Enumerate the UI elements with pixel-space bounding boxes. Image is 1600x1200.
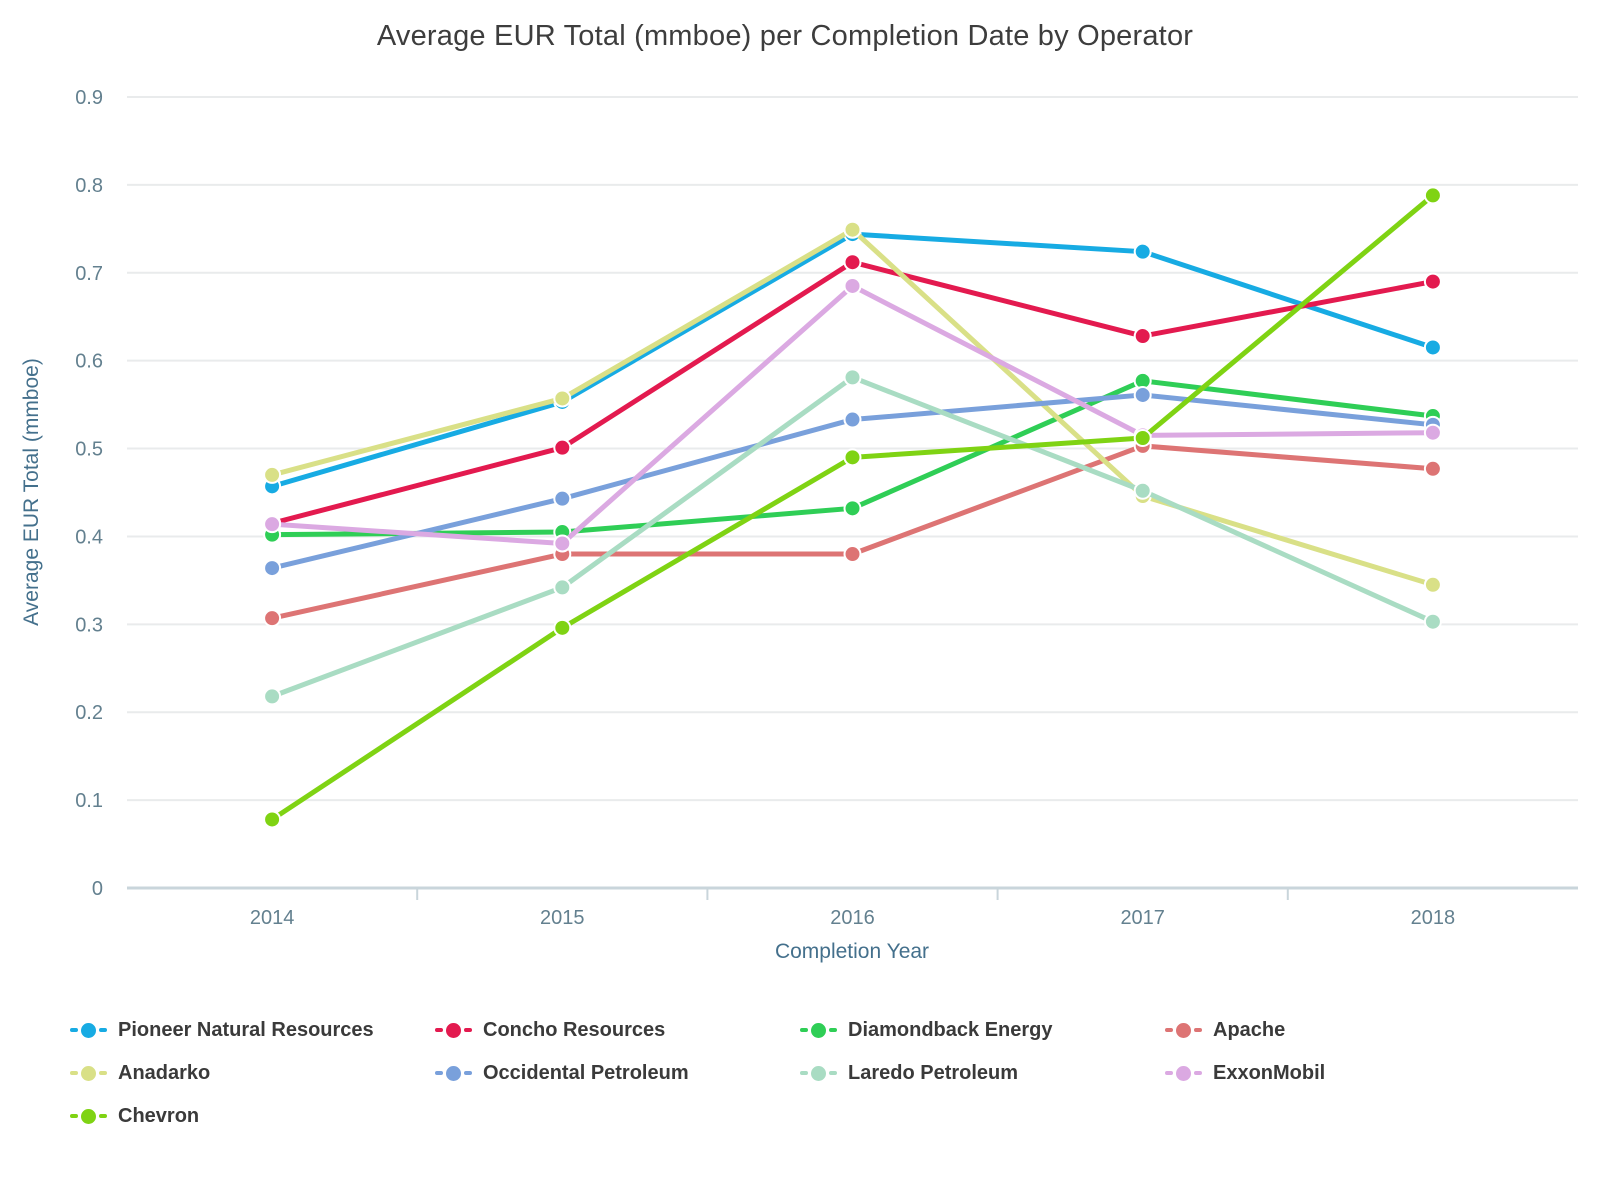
legend-label: ExxonMobil [1213,1061,1326,1084]
plot-area: 0 0.1 0.2 0.3 0.4 0.5 0.6 0.7 0.8 0.9 2014 2015 2016… [20,87,1578,963]
data-point-concho-resources-2016 [843,253,862,272]
legend-label: Laredo Petroleum [848,1061,1019,1084]
chart-title: Average EUR Total (mmboe) per Completion… [376,20,1194,52]
x-tick-label: 2017 [1120,907,1165,929]
data-point-exxonmobil-2016 [843,276,862,295]
label-layer: 0 0.1 0.2 0.3 0.4 0.5 0.6 0.7 0.8 0.9 2014 2015 2016… [75,87,1455,929]
y-tick-label: 0.3 [75,614,103,636]
data-point-occidental-petroleum-2015 [553,489,572,508]
legend-label: Diamondback Energy [848,1018,1053,1041]
data-point-exxonmobil-2014 [263,515,282,534]
legend-item-occidental-petroleum[interactable]: Occidental Petroleum [435,1060,800,1086]
data-point-chevron-2014 [263,810,282,829]
y-tick-label: 0.1 [75,790,103,812]
legend-item-laredo-petroleum[interactable]: Laredo Petroleum [800,1060,1165,1086]
legend-marker-icon [800,1022,837,1038]
y-axis-title: Average EUR Total (mmboe) [20,358,43,626]
legend-item-concho-resources[interactable]: Concho Resources [435,1017,800,1043]
legend-marker-icon [800,1065,837,1081]
grid-layer [127,96,1578,900]
data-point-occidental-petroleum-2016 [843,410,862,429]
data-point-apache-2014 [263,609,282,628]
y-tick-label: 0.6 [75,351,103,373]
y-tick-label: 0.2 [75,702,103,724]
chart-legend: Pioneer Natural Resources Concho Resource… [70,1017,1530,1129]
x-tick-label: 2014 [250,907,295,929]
legend-marker-icon [1165,1065,1202,1081]
data-point-pioneer-natural-resources-2018 [1423,338,1442,357]
y-tick-label: 0.9 [75,87,103,109]
y-tick-label: 0 [92,878,103,900]
legend-marker-icon [1165,1022,1202,1038]
data-point-laredo-petroleum-2017 [1133,481,1152,500]
legend-label: Concho Resources [483,1018,666,1041]
legend-marker-icon [70,1065,107,1081]
legend-marker-icon [435,1022,472,1038]
legend-label: Pioneer Natural Resources [118,1018,374,1041]
data-point-chevron-2016 [843,448,862,467]
data-point-apache-2016 [843,545,862,564]
data-point-occidental-petroleum-2017 [1133,385,1152,404]
legend-marker-icon [70,1022,107,1038]
data-point-laredo-petroleum-2014 [263,687,282,706]
legend-item-exxonmobil[interactable]: ExxonMobil [1165,1060,1530,1086]
data-point-occidental-petroleum-2014 [263,559,282,578]
x-axis-title: Completion Year [775,940,929,963]
legend-label: Anadarko [118,1061,211,1084]
data-point-anadarko-2016 [843,220,862,239]
data-point-laredo-petroleum-2018 [1423,612,1442,631]
legend-item-pioneer-natural-resources[interactable]: Pioneer Natural Resources [70,1017,435,1043]
data-point-chevron-2015 [553,618,572,637]
series-layer [263,186,1442,829]
legend-item-apache[interactable]: Apache [1165,1017,1530,1043]
x-tick-label: 2018 [1411,907,1456,929]
legend-item-anadarko[interactable]: Anadarko [70,1060,435,1086]
y-tick-label: 0.8 [75,175,103,197]
data-point-exxonmobil-2018 [1423,423,1442,442]
data-point-chevron-2018 [1423,186,1442,205]
x-tick-label: 2016 [830,907,875,929]
data-point-anadarko-2014 [263,465,282,484]
legend-label: Apache [1213,1018,1286,1041]
y-tick-label: 0.5 [75,439,103,461]
data-point-laredo-petroleum-2015 [553,578,572,597]
data-point-concho-resources-2018 [1423,272,1442,291]
legend-item-chevron[interactable]: Chevron [70,1103,435,1129]
legend-label: Occidental Petroleum [483,1061,689,1084]
data-point-apache-2018 [1423,459,1442,478]
data-point-exxonmobil-2015 [553,534,572,553]
data-point-pioneer-natural-resources-2017 [1133,242,1152,261]
data-point-anadarko-2018 [1423,575,1442,594]
legend-marker-icon [435,1065,472,1081]
x-tick-label: 2015 [540,907,585,929]
data-point-diamondback-energy-2016 [843,499,862,518]
data-point-anadarko-2015 [553,389,572,408]
y-tick-label: 0.4 [75,526,103,548]
legend-label: Chevron [118,1104,200,1127]
y-tick-label: 0.7 [75,263,103,285]
data-point-concho-resources-2015 [553,438,572,457]
data-point-concho-resources-2017 [1133,327,1152,346]
data-point-chevron-2017 [1133,429,1152,448]
legend-item-diamondback-energy[interactable]: Diamondback Energy [800,1017,1165,1043]
data-point-laredo-petroleum-2016 [843,368,862,387]
legend-marker-icon [70,1108,107,1124]
